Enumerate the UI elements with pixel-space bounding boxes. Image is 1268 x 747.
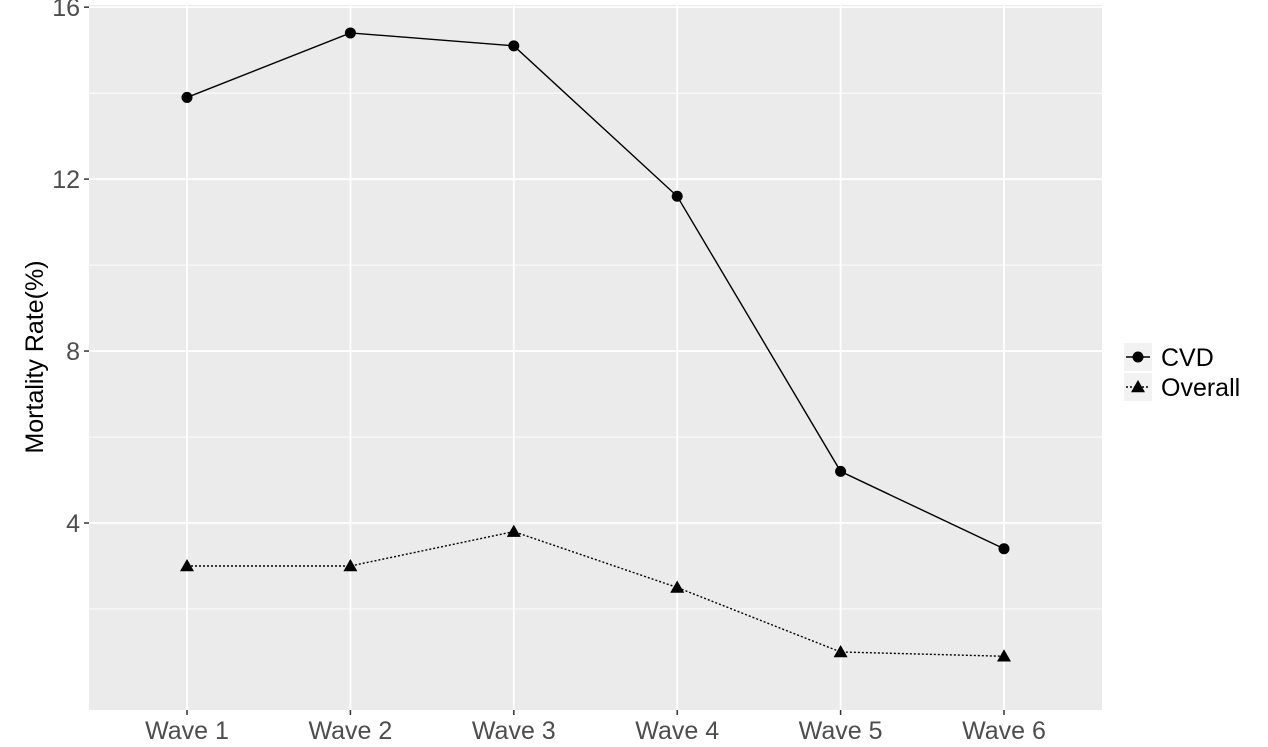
x-tick-label: Wave 4 (635, 717, 719, 745)
point-cvd (508, 40, 520, 52)
major-gridlines (89, 5, 1102, 710)
legend-key-marker (1132, 351, 1144, 363)
y-tick-label: 16 (52, 0, 80, 22)
point-overall (343, 558, 358, 572)
legend-label: CVD (1161, 344, 1214, 372)
legend-label: Overall (1161, 374, 1240, 402)
point-cvd (344, 27, 356, 39)
y-axis-title: Mortality Rate(%) (21, 260, 49, 453)
x-tick-label: Wave 6 (962, 717, 1046, 745)
x-tick-label: Wave 1 (145, 717, 229, 745)
plot-panel (89, 5, 1102, 710)
series-line-cvd (186, 32, 1005, 550)
legend-key-marker (1131, 380, 1145, 393)
point-overall (180, 558, 194, 572)
y-tick-label: 4 (66, 510, 80, 538)
y-axis-ticks: 4 8 12 16 (52, 0, 89, 538)
x-tick-label: Wave 3 (472, 717, 556, 745)
point-cvd (998, 543, 1010, 555)
point-overall (997, 649, 1011, 662)
point-overall (506, 524, 521, 537)
point-overall (670, 580, 685, 593)
legend-item-cvd: CVD (1124, 343, 1214, 372)
point-cvd (835, 465, 847, 477)
point-cvd (671, 190, 683, 202)
y-tick-label: 8 (66, 338, 80, 366)
x-tick-label: Wave 2 (308, 717, 392, 745)
minor-gridlines (89, 92, 1102, 610)
point-cvd (181, 91, 193, 103)
point-overall (833, 644, 848, 658)
series-line-overall (187, 530, 1005, 657)
x-tick-label: Wave 5 (799, 717, 883, 745)
x-axis-ticks: Wave 1 Wave 2 Wave 3 Wave 4 Wave 5 Wave 6 (145, 710, 1046, 745)
y-tick-label: 12 (52, 166, 80, 194)
series-layer (180, 27, 1011, 662)
legend-item-overall: Overall (1124, 373, 1240, 402)
